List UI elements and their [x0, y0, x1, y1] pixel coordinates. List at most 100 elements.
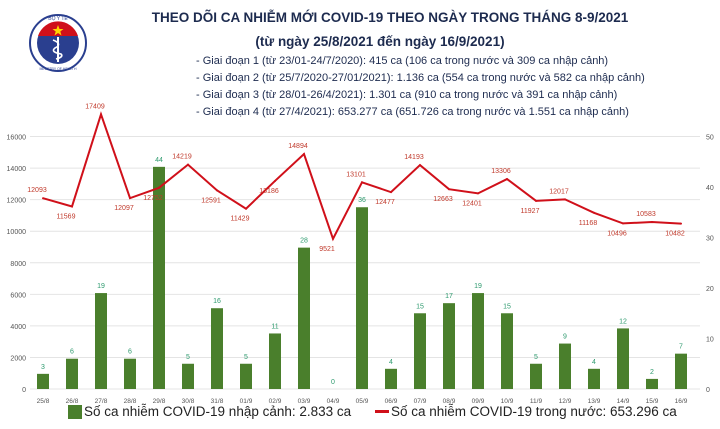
left-axis-tick-label: 0 — [22, 387, 26, 394]
right-axis-tick-label: 20 — [706, 286, 714, 293]
line-point — [680, 222, 682, 225]
bar-data-label: 9 — [563, 334, 567, 341]
left-axis-tick-label: 8000 — [10, 261, 26, 268]
x-axis-tick-label: 02/9 — [269, 398, 282, 405]
bar-imported-27/8 — [95, 293, 107, 389]
bar-data-label: 44 — [155, 157, 163, 164]
line-data-label: 14219 — [172, 154, 192, 161]
bar-data-label: 4 — [389, 359, 393, 366]
bar-data-label: 28 — [300, 238, 308, 245]
line-data-label: 12663 — [433, 196, 453, 203]
right-axis-tick-label: 40 — [706, 185, 714, 192]
legend-domestic-cases: Số ca nhiễm COVID-19 trong nước: 653.296… — [375, 404, 677, 419]
left-axis-tick-label: 12000 — [7, 198, 27, 205]
bar-data-label: 36 — [358, 197, 366, 204]
line-point — [158, 186, 160, 189]
bar-imported-29/8 — [153, 166, 165, 389]
line-data-label: 10583 — [636, 211, 656, 218]
bar-imported-31/8 — [211, 308, 223, 389]
x-axis-tick-label: 03/9 — [298, 398, 311, 405]
bar-imported-11/9 — [530, 363, 542, 389]
line-point — [245, 207, 247, 210]
bar-data-label: 15 — [416, 303, 424, 310]
line-data-label: 14894 — [288, 143, 308, 150]
x-axis-tick-label: 11/9 — [530, 398, 543, 405]
x-axis-tick-label: 14/9 — [617, 398, 630, 405]
bar-imported-25/8 — [37, 373, 49, 389]
bar-data-label: 4 — [592, 359, 596, 366]
legend-label: Số ca nhiễm COVID-19 trong nước: 653.296… — [391, 404, 677, 419]
bar-data-label: 19 — [474, 283, 482, 290]
line-data-label: 12401 — [462, 200, 482, 207]
bar-data-label: 2 — [650, 369, 654, 376]
line-point — [651, 221, 653, 224]
chart-subtitle: (từ ngày 25/8/2021 đến ngày 16/9/2021) — [255, 34, 505, 49]
bar-data-label: 5 — [534, 354, 538, 361]
bar-data-label: 7 — [679, 344, 683, 351]
bar-imported-05/9 — [356, 207, 368, 389]
x-axis-tick-label: 26/8 — [66, 398, 79, 405]
x-axis-tick-label: 06/9 — [385, 398, 398, 405]
phase-4-info: - Giai đoạn 4 (từ 27/4/2021): 653.277 ca… — [196, 106, 629, 118]
x-axis-tick-label: 09/9 — [472, 398, 485, 405]
logo-top-text: BỘ Y TẾ — [48, 15, 68, 22]
phase-2-info: - Giai đoạn 2 (từ 25/7/2020-27/01/2021):… — [196, 72, 645, 84]
bar-data-label: 11 — [271, 323, 278, 330]
bar-data-label: 12 — [619, 318, 627, 325]
bar-data-label: 5 — [186, 354, 190, 361]
x-axis-tick-label: 01/9 — [240, 398, 253, 405]
legend-bar-swatch — [68, 404, 82, 419]
line-data-label: 10482 — [665, 231, 685, 238]
x-axis-tick-label: 13/9 — [588, 398, 601, 405]
bar-data-label: 19 — [97, 283, 105, 290]
x-axis-tick-label: 30/8 — [182, 398, 195, 405]
bar-imported-28/8 — [124, 358, 136, 389]
line-data-label: 12097 — [114, 205, 134, 212]
bar-imported-06/9 — [385, 368, 397, 389]
x-axis-tick-label: 10/9 — [501, 398, 514, 405]
line-point — [506, 178, 508, 181]
logo-bottom-text: MINISTRY OF HEALTH — [40, 67, 77, 71]
bar-imported-14/9 — [617, 328, 629, 389]
legend-imported-cases: Số ca nhiễm COVID-19 nhập cảnh: 2.833 ca — [68, 404, 351, 419]
x-axis-tick-label: 29/8 — [153, 398, 166, 405]
line-point — [593, 211, 595, 214]
left-axis-tick-label: 4000 — [10, 324, 26, 331]
ministry-of-health-logo: BỘ Y TẾ MINISTRY OF HEALTH — [29, 14, 87, 72]
line-data-label: 13186 — [259, 188, 279, 195]
line-point — [622, 222, 624, 225]
left-axis-tick-label: 14000 — [7, 166, 27, 173]
line-point — [303, 153, 305, 156]
bar-data-label: 5 — [244, 354, 248, 361]
line-point — [535, 199, 537, 202]
bar-imported-09/9 — [472, 293, 484, 389]
chart-title: THEO DÕI CA NHIỄM MỚI COVID-19 THEO NGÀY… — [151, 10, 629, 25]
bar-data-label: 16 — [213, 298, 221, 305]
bar-imported-30/8 — [182, 363, 194, 389]
legend-line-swatch — [375, 410, 389, 413]
right-axis-tick-label: 50 — [706, 135, 714, 142]
right-axis-tick-label: 0 — [706, 387, 710, 394]
line-point — [42, 197, 44, 200]
line-point — [390, 191, 392, 194]
x-axis-tick-label: 27/8 — [95, 398, 108, 405]
bar-data-label: 0 — [331, 379, 335, 386]
line-point — [187, 163, 189, 166]
left-axis-tick-label: 10000 — [7, 229, 27, 236]
bar-data-label: 6 — [70, 349, 74, 356]
x-axis-tick-label: 08/9 — [443, 398, 456, 405]
line-data-label: 12017 — [549, 188, 569, 195]
line-data-label: 11429 — [231, 216, 250, 223]
x-axis-tick-label: 16/9 — [675, 398, 688, 405]
line-data-label: 12477 — [375, 199, 395, 206]
bar-data-label: 6 — [128, 349, 132, 356]
line-point — [332, 237, 334, 240]
line-data-label: 11168 — [579, 220, 598, 227]
line-data-label: 11569 — [57, 213, 76, 220]
bar-data-label: 3 — [41, 364, 45, 371]
x-axis-tick-label: 15/9 — [646, 398, 659, 405]
left-axis-tick-label: 6000 — [10, 292, 26, 299]
bar-data-label: 17 — [445, 293, 453, 300]
right-axis-tick-label: 30 — [706, 236, 714, 243]
